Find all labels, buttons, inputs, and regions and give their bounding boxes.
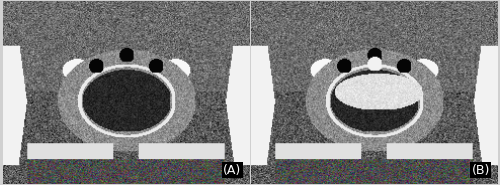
Text: (B): (B) [472,164,490,177]
Text: (A): (A) [223,164,242,177]
